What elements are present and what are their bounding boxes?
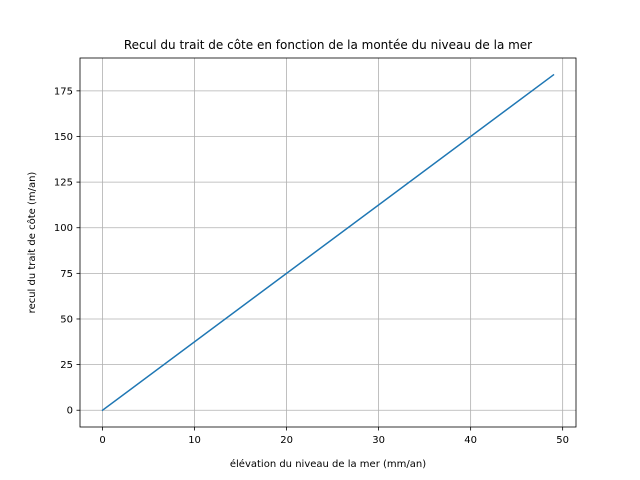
x-tick-label: 40 [464, 435, 477, 446]
y-tick-label: 25 [60, 360, 73, 371]
series-layer [101, 73, 555, 412]
y-tick-label: 150 [54, 132, 73, 143]
y-tick-label: 175 [54, 86, 73, 97]
x-tick-label: 50 [556, 435, 569, 446]
chart-title: Recul du trait de côte en fonction de la… [124, 38, 532, 52]
x-axis-label: élévation du niveau de la mer (mm/an) [230, 458, 426, 470]
x-tick-label: 0 [99, 435, 105, 446]
series-line [101, 73, 555, 412]
grid [80, 58, 576, 427]
y-tick-label: 100 [54, 223, 73, 234]
plot-frame [79, 57, 577, 428]
x-axis: 0 10 20 30 40 50 [99, 427, 569, 446]
x-tick-label: 10 [188, 435, 201, 446]
x-tick-label: 20 [280, 435, 293, 446]
x-tick-label: 30 [372, 435, 385, 446]
y-tick-label: 125 [54, 178, 73, 189]
y-tick-label: 50 [60, 314, 73, 325]
y-axis: 0 25 50 75 100 125 150 175 [54, 86, 80, 417]
y-tick-label: 75 [60, 269, 73, 280]
y-tick-label: 0 [67, 406, 73, 417]
y-axis-label: recul du trait de côte (m/an) [26, 172, 38, 314]
